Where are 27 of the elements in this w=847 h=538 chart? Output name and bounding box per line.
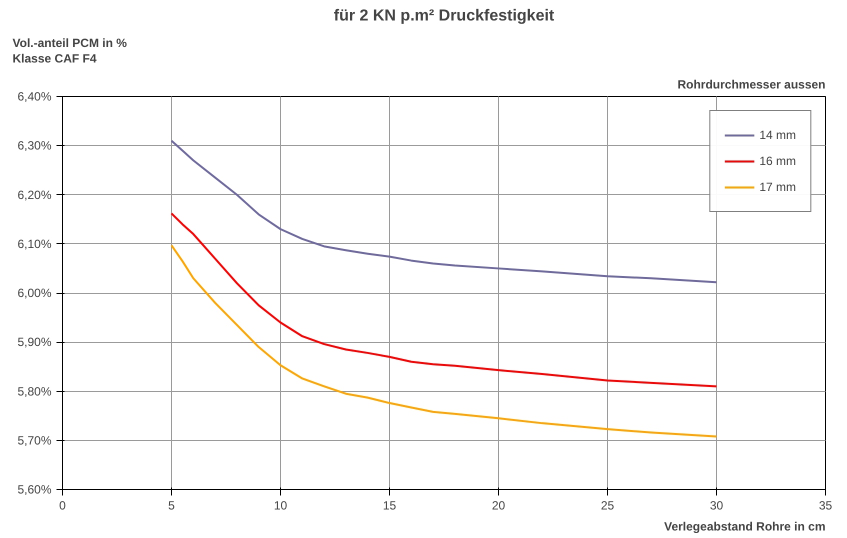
y-tick-label: 5,80%: [17, 384, 52, 398]
y-axis-title: Vol.-anteil PCM in % Klasse CAF F4: [12, 36, 128, 66]
y-tick-label: 6,10%: [17, 236, 52, 251]
x-tick-label: 15: [382, 498, 396, 512]
legend-label: 17 mm: [759, 180, 796, 194]
x-tick-label: 20: [492, 498, 506, 512]
y-tick-label: 5,70%: [17, 433, 52, 448]
x-tick-label: 35: [818, 498, 832, 512]
y-tick-label: 6,00%: [17, 286, 52, 300]
legend-label: 14 mm: [759, 128, 796, 142]
y-tick-label: 6,30%: [17, 138, 52, 153]
line-series: [170, 140, 718, 284]
x-tick-label: 25: [600, 498, 614, 512]
y-tick-label: 5,60%: [17, 482, 52, 496]
x-tick-label: 10: [274, 498, 288, 512]
chart-title: für 2 KN p.m² Druckfestigkeit: [334, 8, 555, 24]
x-tick-label: 0: [59, 498, 66, 512]
x-axis-title: Verlegeabstand Rohre in cm: [664, 520, 826, 534]
line-series: [170, 212, 718, 388]
y-tick-label: 6,20%: [17, 188, 52, 202]
line-series: [170, 244, 718, 438]
y-tick-label: 6,40%: [17, 90, 52, 104]
y-tick-label: 5,90%: [17, 335, 52, 350]
legend-label: 16 mm: [759, 154, 796, 168]
legend-title: Rohrdurchmesser aussen: [677, 78, 826, 92]
x-tick-label: 5: [168, 498, 176, 512]
x-tick-label: 30: [710, 498, 724, 512]
